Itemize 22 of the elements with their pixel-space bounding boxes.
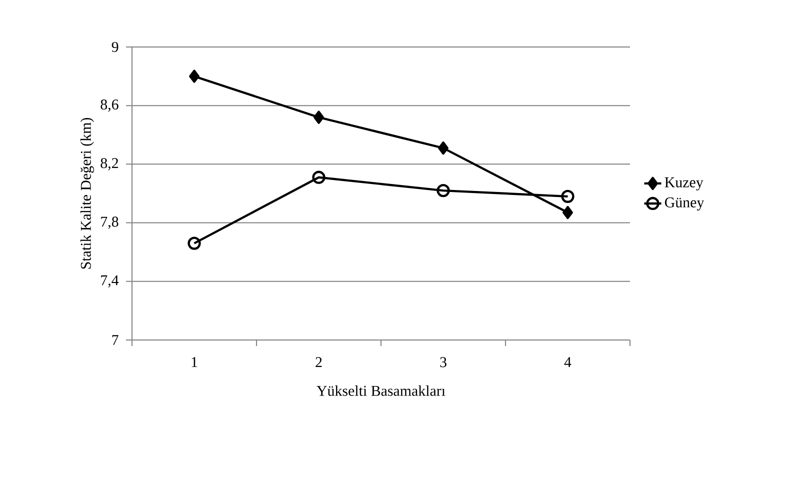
y-tick-label: 7,8	[101, 216, 118, 229]
x-tick-label: 4	[564, 357, 572, 368]
y-tick-label: 7,4	[101, 275, 119, 288]
point	[562, 206, 573, 220]
y-tick-label: 7	[112, 335, 118, 345]
y-tick-label: 9	[112, 42, 118, 52]
point	[188, 236, 201, 250]
point	[436, 184, 450, 198]
point	[312, 170, 326, 184]
y-tick-label: 8,6	[100, 99, 118, 112]
point	[189, 70, 200, 83]
x-tick-label: 2	[316, 357, 322, 368]
x-axis-title: Yükselti Basamakları	[316, 385, 446, 396]
point	[438, 141, 448, 155]
point	[561, 190, 574, 203]
legend-label: Kuzey	[664, 177, 704, 190]
y-tick-label: 8,2	[100, 158, 118, 170]
x-tick-label: 3	[440, 357, 446, 368]
y-axis-title: Statik Kalite Değeri (km)	[80, 118, 94, 269]
x-tick-label: 1	[192, 357, 198, 368]
point	[314, 110, 324, 124]
legend-label: Güney	[664, 197, 704, 211]
